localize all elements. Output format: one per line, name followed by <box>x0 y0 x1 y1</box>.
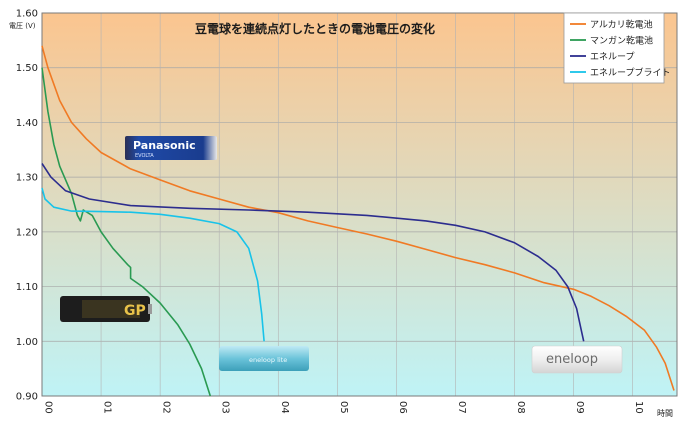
legend-label: アルカリ乾電池 <box>590 19 653 31</box>
chart-title: 豆電球を連続点灯したときの電池電圧の変化 <box>195 21 435 36</box>
x-tick-label: 09 <box>574 401 585 414</box>
legend-label: エネループブライト <box>590 67 670 79</box>
svg-text:GP: GP <box>124 303 146 319</box>
svg-text:eneloop lite: eneloop lite <box>249 356 287 364</box>
x-tick-label: 01 <box>102 401 113 414</box>
y-tick-label: 1.30 <box>16 173 38 184</box>
legend-label: マンガン乾電池 <box>590 35 653 47</box>
y-tick-label: 1.00 <box>16 337 38 348</box>
svg-text:EVOLTA: EVOLTA <box>135 153 154 159</box>
y-tick-label: 0.90 <box>16 392 38 403</box>
x-tick-label: 07 <box>456 401 467 414</box>
x-tick-label: 02 <box>161 401 172 414</box>
panasonic-battery-image: Panasonic EVOLTA <box>125 136 217 160</box>
x-tick-label: 04 <box>279 401 290 414</box>
x-tick-label: 03 <box>220 401 231 414</box>
x-tick-label: 06 <box>397 401 408 414</box>
x-tick-label: 10 <box>633 401 644 414</box>
eneloop-battery-image: eneloop <box>532 346 622 373</box>
legend-label: エネループ <box>590 52 634 63</box>
y-tick-label: 1.60 <box>16 9 38 20</box>
y-tick-label: 1.40 <box>16 118 38 129</box>
y-tick-label: 1.10 <box>16 282 38 293</box>
gp-battery-image: GP <box>60 296 152 322</box>
eneloop-lite-battery-image: eneloop lite <box>219 346 309 371</box>
x-axis-label: 時間 <box>657 409 673 418</box>
y-tick-label: 1.20 <box>16 227 38 238</box>
x-tick-label: 05 <box>338 401 349 414</box>
svg-text:eneloop: eneloop <box>546 352 598 367</box>
y-axis-label: 電圧 (V) <box>9 22 36 30</box>
x-tick-label: 08 <box>515 401 526 414</box>
svg-text:Panasonic: Panasonic <box>133 139 196 152</box>
y-tick-label: 1.50 <box>16 63 38 74</box>
x-tick-label: 00 <box>43 401 54 414</box>
